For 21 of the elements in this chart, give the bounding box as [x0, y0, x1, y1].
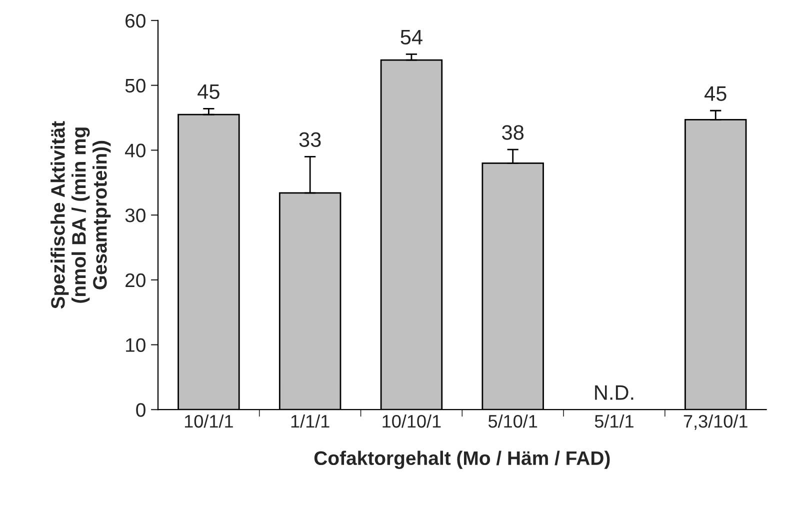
data-label: 33 [299, 132, 321, 147]
x-axis-title: Cofaktorgehalt (Mo / Häm / FAD) [314, 450, 610, 469]
data-label: 45 [198, 84, 220, 100]
x-tick-label: 5/10/1 [488, 414, 538, 428]
y-tick-label: 30 [125, 208, 146, 222]
x-tick-label: 7,3/10/1 [684, 414, 748, 430]
data-label: 45 [704, 86, 726, 101]
y-tick-label: 50 [125, 78, 146, 93]
y-tick-label: 20 [126, 273, 146, 288]
data-label: 38 [502, 125, 524, 140]
y-tick-label: 10 [126, 338, 146, 352]
x-tick-label: 10/1/1 [184, 414, 233, 428]
y-tick-label: 0 [136, 403, 146, 417]
data-label: 54 [400, 30, 422, 45]
y-tick-label: 40 [125, 144, 146, 158]
x-tick-label: 1/1/1 [291, 414, 330, 428]
y-axis-title: Spezifische Aktivität (nmol BA / (min mg Gesamtprotein)) [50, 121, 111, 309]
x-tick-label: 10/10/1 [382, 414, 441, 428]
x-tick-label: 5/1/1 [594, 414, 634, 428]
text: N.D. [595, 385, 634, 400]
y-tick-label: 60 [126, 14, 146, 28]
